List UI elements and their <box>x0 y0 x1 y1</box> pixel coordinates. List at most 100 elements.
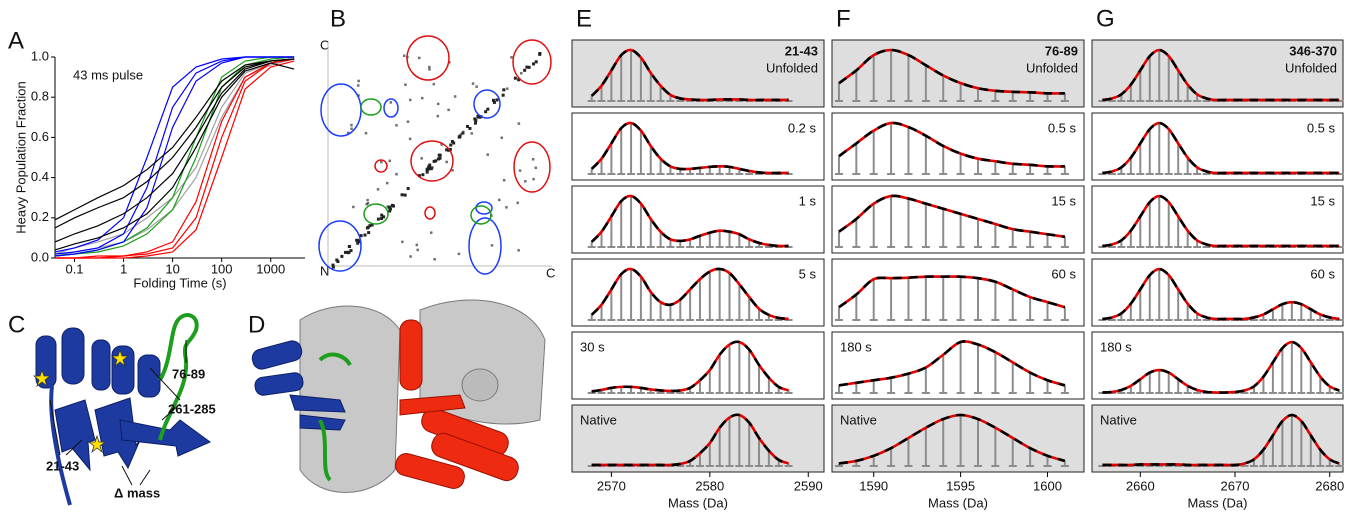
contact-dot <box>421 173 425 177</box>
x-tick-label: 2680 <box>1315 478 1344 493</box>
x-axis-label: Folding Time (s) <box>133 275 226 290</box>
contact-dot <box>340 254 344 258</box>
contact-dot <box>417 174 421 178</box>
envelope-data <box>838 340 1066 387</box>
contact-dot <box>357 94 360 97</box>
contact-dot <box>466 124 470 128</box>
contact-dot <box>484 110 488 114</box>
contact-dot <box>364 131 368 135</box>
helix <box>111 345 135 395</box>
contact-dot <box>368 224 372 228</box>
contact-dot <box>428 65 431 69</box>
envelope-data <box>838 121 1065 168</box>
origin-label: N <box>320 263 329 278</box>
contact-dot <box>450 140 454 144</box>
contact-dot <box>350 123 353 127</box>
contact-dot <box>350 127 353 130</box>
y-tick-label: 0.2 <box>31 209 49 224</box>
x-tick-label: 1 <box>120 261 127 276</box>
row-label: 15 s <box>1051 193 1076 208</box>
contact-dot <box>428 163 432 167</box>
contact-dot <box>356 241 360 245</box>
contact-dot <box>476 115 480 119</box>
spectrum-box <box>831 112 1085 181</box>
contact-dot <box>390 203 394 207</box>
contact-dot <box>402 54 406 58</box>
y-axis-label: Heavy Population Fraction <box>13 81 28 233</box>
panel-letter: E <box>576 5 592 32</box>
contact-dot <box>395 124 398 127</box>
structure-c: C 76-89 261-285 21-43 <box>8 311 216 506</box>
curve <box>55 60 295 259</box>
contact-dot <box>331 265 335 269</box>
contact-dot <box>462 130 465 134</box>
region-circle <box>470 205 492 225</box>
contact-dot <box>445 160 448 164</box>
region-circle <box>406 35 450 81</box>
contact-dot <box>449 143 453 147</box>
contact-dot <box>363 233 367 237</box>
helix <box>399 319 423 391</box>
contact-dot <box>376 217 380 221</box>
pointer <box>149 367 181 401</box>
contact-dot <box>523 68 527 72</box>
region-circle <box>473 89 501 119</box>
contact-dot <box>445 148 449 152</box>
curve <box>54 56 295 257</box>
contact-dot <box>491 98 495 102</box>
contact-dot <box>367 231 371 235</box>
stars <box>32 348 130 454</box>
x-tick-label: 1600 <box>1033 478 1062 493</box>
pointer <box>139 469 151 486</box>
contact-dot <box>473 121 477 125</box>
peptide-label: 346-370 <box>1289 43 1337 58</box>
contact-dot <box>428 68 431 71</box>
contact-dot <box>335 258 339 262</box>
strand <box>289 394 346 413</box>
loop <box>49 385 72 506</box>
contact-dot <box>404 83 407 86</box>
contact-dot <box>475 85 478 88</box>
contact-dot <box>385 181 389 185</box>
panel-letter: B <box>330 5 346 32</box>
contact-dot <box>502 178 506 182</box>
contact-dot <box>486 107 490 111</box>
contact-dot <box>506 87 509 90</box>
contact-dot <box>395 172 398 176</box>
envelope-data <box>1102 121 1340 175</box>
contact-dot <box>437 153 441 157</box>
star <box>110 348 130 368</box>
envelope-data <box>1102 194 1340 248</box>
region-circle <box>383 98 399 118</box>
panel-letter: D <box>248 311 265 338</box>
contact-dot <box>400 193 404 197</box>
contact-dot <box>428 167 432 171</box>
row-label: 5 s <box>799 266 817 281</box>
y-tick-label: 0.8 <box>31 89 49 104</box>
curve <box>54 56 295 257</box>
peptide-label: 76-89 <box>1045 43 1078 58</box>
x-tick-label: 1595 <box>946 478 975 493</box>
contact-dot <box>495 98 499 102</box>
contact-dot <box>388 207 392 211</box>
pointer <box>49 399 61 456</box>
contact-dot <box>346 251 350 255</box>
envelope-data <box>1102 48 1340 102</box>
contact-dot <box>510 56 513 59</box>
contact-dot <box>343 250 347 254</box>
row-label: 180 s <box>840 339 872 354</box>
contact-dot <box>425 167 429 171</box>
region-circle <box>410 140 454 182</box>
contact-dot <box>468 126 472 130</box>
region-label: 76-89 <box>172 366 205 381</box>
contact-dot <box>451 169 454 172</box>
contact-dot <box>436 157 440 161</box>
spectrum-box <box>1091 39 1344 108</box>
region-circle <box>424 206 436 220</box>
envelope-data <box>1102 413 1340 467</box>
x-axis-label: Mass (Da) <box>1188 495 1248 510</box>
contact-dot <box>370 223 374 227</box>
green-loop <box>318 352 352 482</box>
x-tick-label: 100 <box>211 261 233 276</box>
